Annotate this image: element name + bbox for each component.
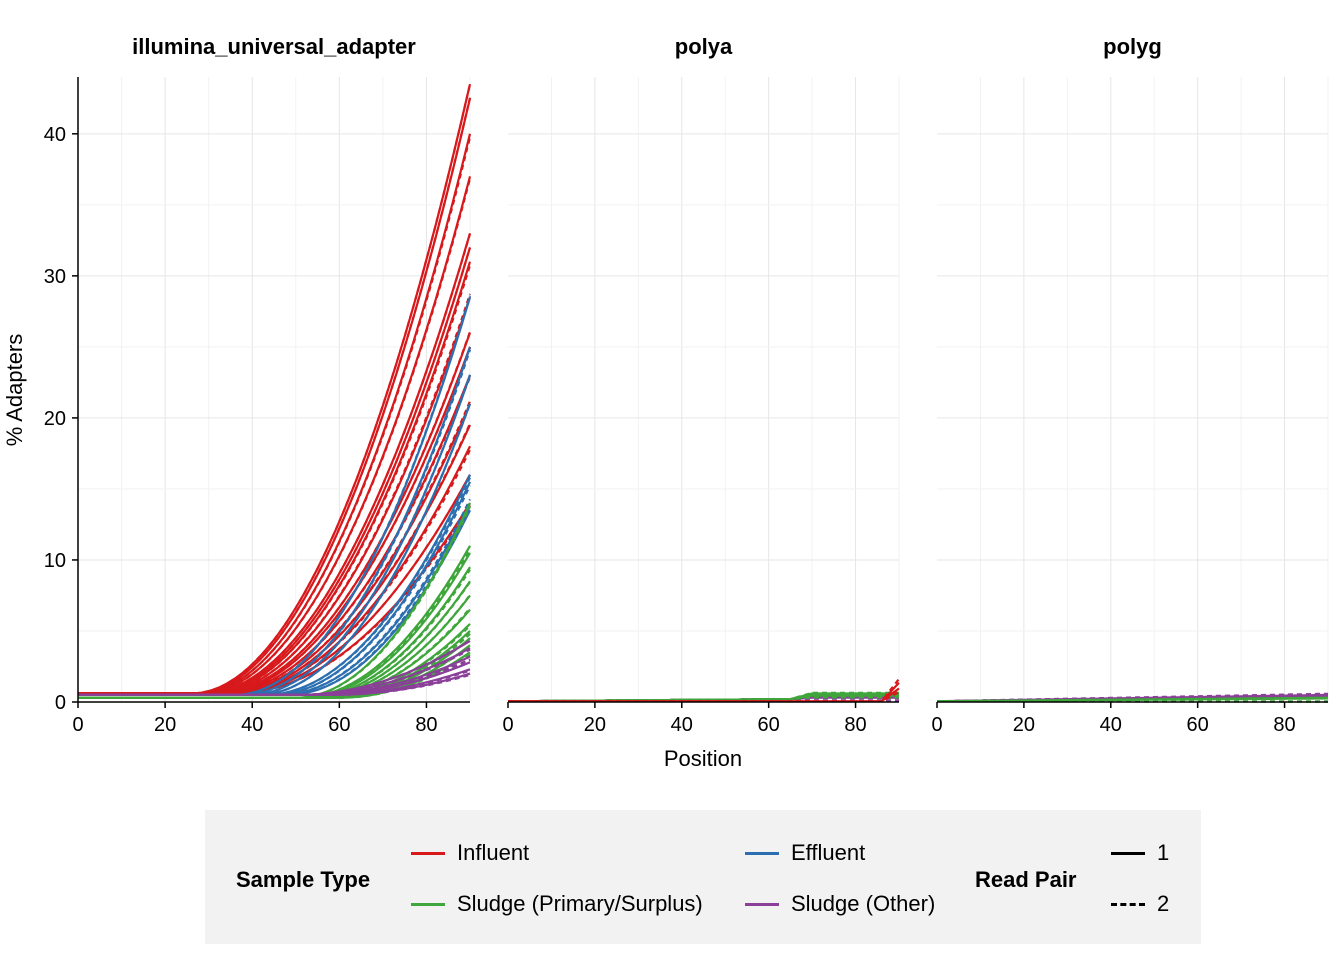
legend-swatch-sludge-primary [411,902,445,906]
series-line-influent-read-2 [78,504,471,695]
x-tick-label: 60 [1187,714,1209,736]
series-line-influent-read-1 [78,232,472,695]
y-tick-label: 40 [44,124,66,146]
legend-swatch-effluent [745,851,779,855]
panel-title: polyg [1103,34,1162,59]
legend-swatch-sludge-other [745,902,779,906]
legend-title-read-pair: Read Pair [975,867,1077,892]
x-tick-label: 0 [502,714,513,736]
x-tick-label: 40 [1100,714,1122,736]
legend-item-influent: Influent [411,840,529,866]
legend-swatch-influent [411,851,445,855]
legend-title-sample-type: Sample Type [236,867,371,892]
x-tick-label: 0 [72,714,83,736]
x-tick-label: 0 [931,714,942,736]
y-tick-label: 0 [55,692,66,714]
series-line-influent-read-2 [78,233,472,695]
x-tick-label: 60 [328,714,350,736]
x-tick-label: 80 [844,714,866,736]
legend-item-read-1: 1 [1111,840,1169,866]
panel-title: polya [675,34,733,59]
series-line-sludge-other--read-2 [78,673,471,696]
legend-item-effluent: Effluent [745,840,865,866]
x-tick-label: 60 [758,714,780,736]
legend-label-effluent: Effluent [791,840,866,865]
legend-item-sludge-other: Sludge (Other) [745,891,935,917]
legend-label-sludge-other: Sludge (Other) [791,891,936,916]
legend-label-sludge-primary: Sludge (Primary/Surplus) [457,891,703,916]
legend-swatch-read-2 [1111,902,1145,906]
x-tick-label: 40 [671,714,693,736]
x-tick-label: 20 [1013,714,1035,736]
x-axis-label: Position [664,746,742,771]
legend: Sample Type Influent Effluent Sludge (Pr… [205,810,1201,944]
y-tick-label: 10 [44,550,66,572]
legend-item-read-2: 2 [1111,891,1169,917]
legend-item-sludge-primary: Sludge (Primary/Surplus) [411,891,703,917]
legend-label-read-1: 1 [1157,840,1170,865]
panel-title: illumina_universal_adapter [132,34,416,59]
series-line-influent-read-2 [78,347,472,695]
x-tick-label: 80 [1273,714,1295,736]
legend-label-influent: Influent [457,840,530,865]
x-tick-label: 20 [584,714,606,736]
x-tick-label: 40 [241,714,263,736]
y-tick-label: 30 [44,266,66,288]
legend-label-read-2: 2 [1157,891,1170,916]
legend-swatch-read-1 [1111,851,1145,855]
x-tick-label: 80 [415,714,437,736]
y-tick-label: 20 [44,408,66,430]
x-tick-label: 20 [154,714,176,736]
y-axis-label: % Adapters [2,334,27,447]
